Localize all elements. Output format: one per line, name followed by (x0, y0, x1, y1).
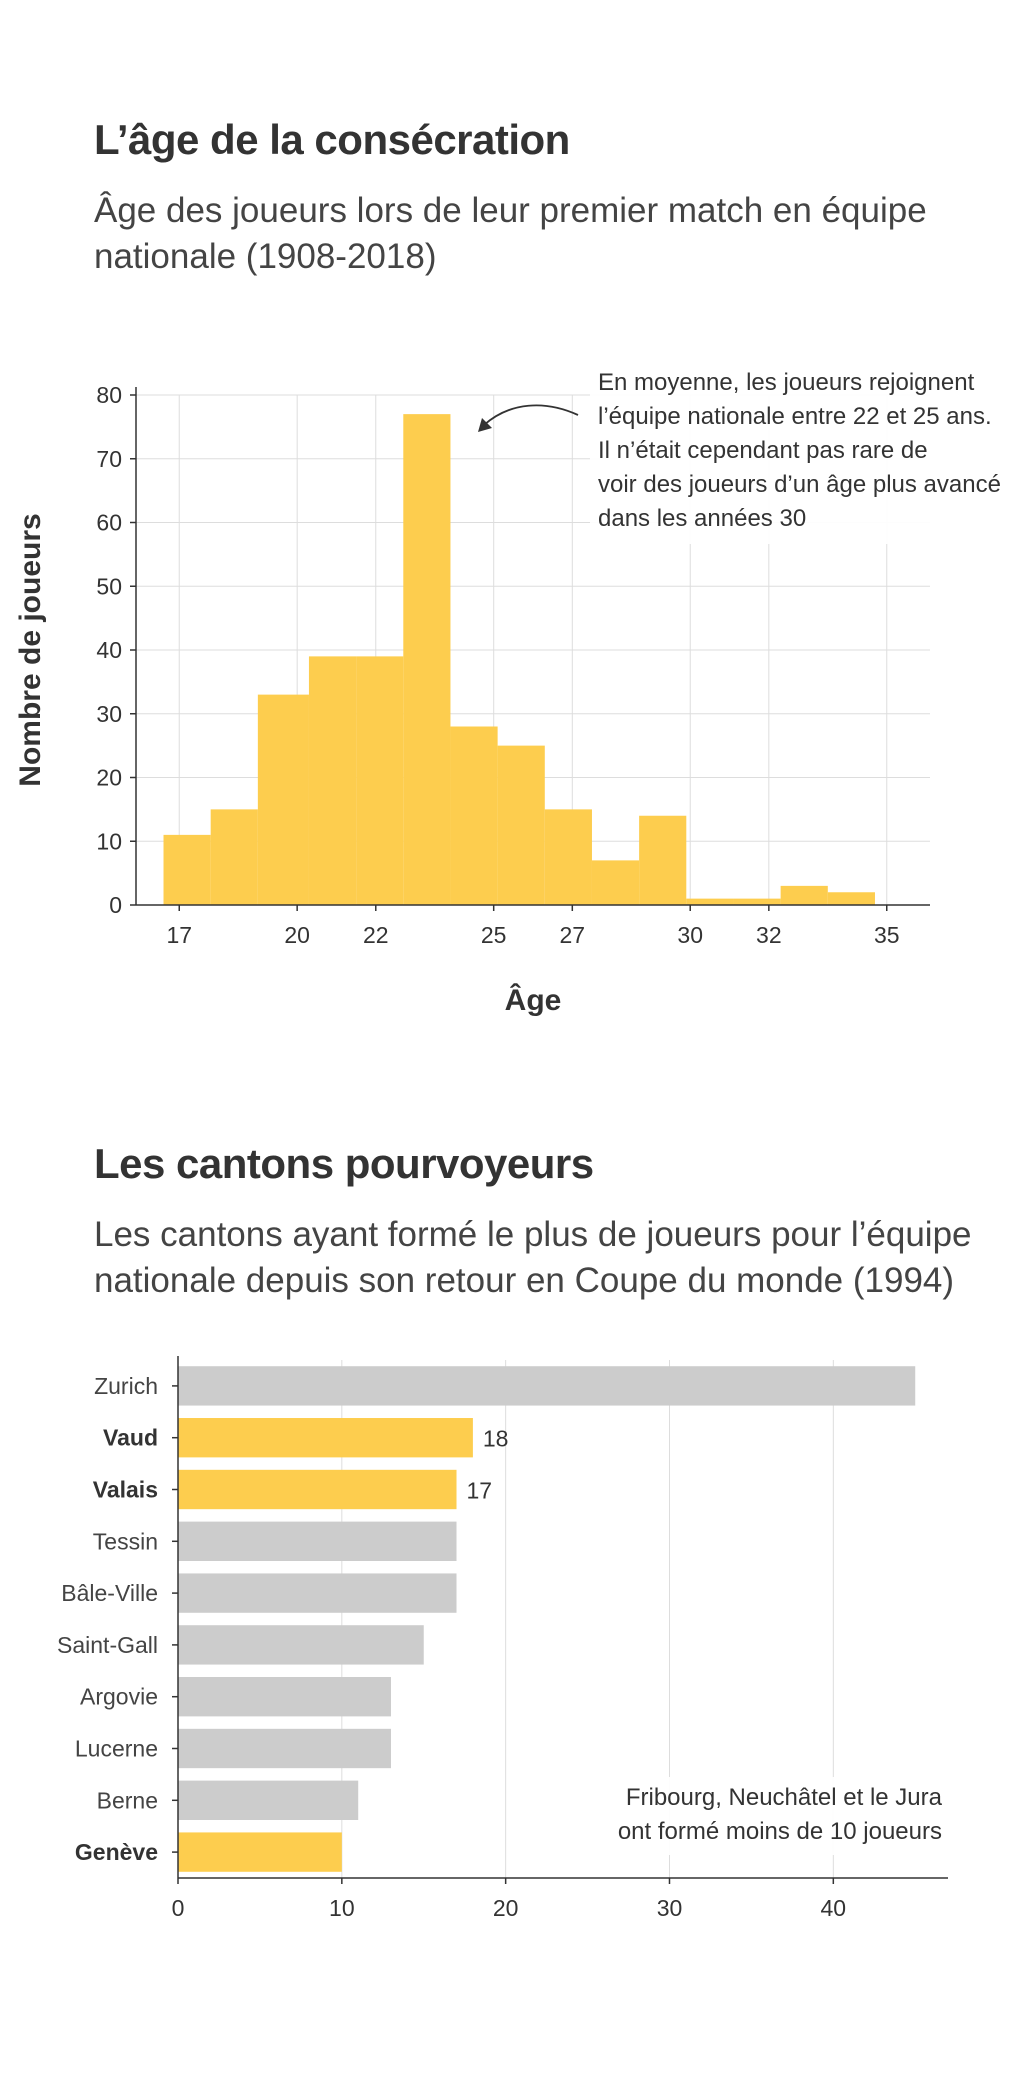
annotation-line: dans les années 30 (598, 505, 806, 532)
bar-b-le-ville (178, 1573, 457, 1613)
x-tick-label: 27 (560, 922, 586, 948)
histogram-bar (591, 860, 640, 905)
bar-saint-gall (178, 1625, 424, 1665)
annotation-line: Fribourg, Neuchâtel et le Jura (626, 1784, 943, 1811)
y-tick-label: 0 (109, 892, 122, 918)
x-axis-label: Nombre de joueurs (426, 1977, 699, 1980)
data-label: 18 (483, 1426, 509, 1452)
x-tick-label: 17 (166, 922, 192, 948)
annotation-line: l’équipe nationale entre 22 et 25 ans. (598, 403, 992, 430)
y-tick-label: 50 (96, 573, 122, 599)
cantons-bar-chart: 18 17 0 10 20 30 40 Zurich Vaud Valais Tessin Bâle… (57, 1356, 950, 1980)
histogram-bar (780, 885, 828, 905)
bar-lucerne (178, 1728, 391, 1769)
histogram-bar (686, 898, 734, 905)
category-label: Valais (93, 1477, 158, 1503)
bar-vaud (178, 1418, 473, 1458)
category-label: Saint-Gall (57, 1632, 158, 1658)
arrow-head-icon (478, 418, 492, 432)
bar-berne (178, 1780, 359, 1820)
category-label: Bâle-Ville (61, 1580, 158, 1606)
annotation-background (595, 1777, 950, 1855)
category-label: Zurich (94, 1373, 158, 1399)
histogram-bar (450, 726, 498, 905)
histogram-subtitle: Âge des joueurs lors de leur premier mat… (94, 191, 927, 276)
y-tick-label: 10 (96, 828, 122, 854)
annotation-line: En moyenne, les joueurs rejoignent (598, 369, 975, 396)
histogram-bar (544, 809, 592, 905)
y-axis-label: Nombre de joueurs (14, 513, 47, 786)
x-tick-label: 35 (874, 922, 900, 948)
histogram-bar (639, 815, 687, 905)
histogram-bar (827, 892, 875, 905)
histogram-bar (497, 745, 545, 905)
histogram-bar (163, 834, 211, 905)
category-label: Tessin (93, 1528, 158, 1554)
x-tick-label: 10 (329, 1895, 355, 1921)
histogram-bar (308, 656, 357, 905)
age-histogram: 0 10 20 30 40 50 60 70 80 17 20 22 25 27 30 32 35 Âge Nomb… (14, 362, 1020, 1017)
category-label: Berne (97, 1787, 158, 1813)
bar-gen-ve (178, 1832, 342, 1872)
histogram-bar (356, 656, 404, 905)
bar-argovie (178, 1677, 391, 1717)
bar-valais (178, 1469, 457, 1510)
x-tick-label: 25 (481, 922, 507, 948)
bar-zurich (178, 1366, 916, 1406)
cantons-title: Les cantons pourvoyeurs (94, 1140, 594, 1187)
y-tick-label: 60 (96, 510, 122, 536)
annotation-line: voir des joueurs d’un âge plus avancé (598, 471, 1001, 498)
x-tick-label: 32 (756, 922, 782, 948)
y-tick-label: 80 (96, 382, 122, 408)
x-tick-label: 30 (657, 1895, 683, 1921)
x-tick-label: 40 (821, 1895, 847, 1921)
y-tick-label: 20 (96, 765, 122, 791)
x-tick-label: 20 (493, 1895, 519, 1921)
category-label: Vaud (103, 1425, 158, 1451)
x-tick-label: 0 (172, 1895, 185, 1921)
cantons-subtitle: Les cantons ayant formé le plus de joueu… (94, 1215, 972, 1300)
y-tick-label: 30 (96, 701, 122, 727)
y-tick-label: 40 (96, 637, 122, 663)
annotation-line: ont formé moins de 10 joueurs (618, 1818, 942, 1845)
histogram-bar (210, 809, 258, 905)
x-tick-label: 30 (677, 922, 703, 948)
category-label: Lucerne (75, 1736, 158, 1762)
x-tick-label: 22 (363, 922, 389, 948)
category-label: Genève (75, 1839, 158, 1865)
annotation-arrow (483, 404, 579, 426)
histogram-bar (257, 694, 309, 905)
bar-tessin (178, 1521, 457, 1561)
annotation-background (590, 362, 1020, 544)
histogram-title: L’âge de la consécration (94, 116, 570, 163)
annotation-line: Il n’était cependant pas rare de (598, 437, 928, 464)
x-axis-label: Âge (505, 983, 562, 1017)
histogram-bar (403, 414, 451, 905)
category-label: Argovie (80, 1684, 158, 1710)
data-label: 17 (467, 1478, 493, 1504)
x-tick-label: 20 (284, 922, 310, 948)
y-tick-label: 70 (96, 446, 122, 472)
histogram-bar (733, 898, 781, 905)
